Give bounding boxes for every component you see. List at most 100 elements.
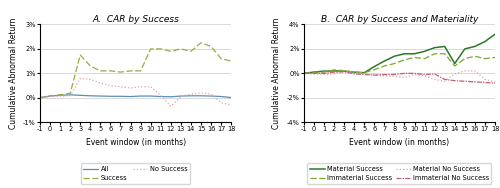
No Success: [118, 86, 124, 88]
Material No Success: [351, 71, 357, 73]
Material Success: [361, 72, 367, 74]
All: [47, 95, 53, 97]
Immaterial No Success: [412, 72, 418, 74]
Immaterial Success: [442, 53, 448, 55]
X-axis label: Event window (in months): Event window (in months): [86, 138, 186, 147]
Immaterial Success: [492, 56, 498, 59]
Material Success: [341, 70, 347, 72]
No Success: [57, 95, 63, 97]
All: [178, 95, 184, 97]
Title: B.  CAR by Success and Materiality: B. CAR by Success and Materiality: [320, 15, 478, 24]
No Success: [77, 77, 83, 79]
Immaterial Success: [452, 65, 458, 67]
Line: Material Success: Material Success: [304, 34, 495, 73]
Material Success: [311, 71, 317, 73]
Immaterial Success: [462, 58, 468, 60]
All: [138, 95, 143, 97]
Success: [118, 71, 124, 73]
Line: Immaterial Success: Immaterial Success: [304, 54, 495, 73]
Success: [108, 70, 114, 72]
Material No Success: [472, 70, 478, 72]
Immaterial Success: [482, 58, 488, 60]
Material Success: [412, 53, 418, 55]
Success: [37, 97, 43, 99]
No Success: [88, 78, 94, 81]
Immaterial No Success: [472, 81, 478, 83]
Material No Success: [422, 75, 428, 77]
Immaterial No Success: [452, 80, 458, 82]
Material No Success: [382, 75, 388, 77]
Legend: Material Success, Immaterial Success, Material No Success, Immaterial No Success: Material Success, Immaterial Success, Ma…: [308, 163, 492, 184]
Material Success: [432, 46, 438, 49]
Material Success: [472, 45, 478, 48]
All: [108, 95, 114, 97]
Immaterial No Success: [341, 71, 347, 73]
Success: [88, 65, 94, 67]
Material Success: [351, 71, 357, 73]
Legend: All, Success, No Success: All, Success, No Success: [80, 163, 190, 184]
No Success: [108, 84, 114, 87]
Immaterial No Success: [382, 73, 388, 76]
Immaterial No Success: [321, 72, 327, 74]
Success: [218, 58, 224, 60]
All: [228, 96, 234, 99]
Immaterial No Success: [361, 73, 367, 76]
Title: A.  CAR by Success: A. CAR by Success: [92, 15, 179, 24]
Material Success: [321, 70, 327, 72]
Immaterial No Success: [392, 73, 398, 76]
Immaterial No Success: [482, 81, 488, 84]
Success: [57, 94, 63, 96]
Success: [158, 48, 164, 50]
All: [77, 94, 83, 96]
Line: No Success: No Success: [40, 78, 231, 106]
All: [208, 95, 214, 97]
Success: [148, 48, 154, 50]
Material Success: [301, 72, 307, 74]
No Success: [138, 86, 143, 88]
Immaterial No Success: [442, 78, 448, 80]
Material Success: [422, 50, 428, 52]
Material Success: [402, 53, 407, 55]
Material No Success: [462, 70, 468, 72]
Success: [198, 42, 204, 44]
Immaterial No Success: [492, 82, 498, 84]
All: [57, 94, 63, 96]
Y-axis label: Cumulative Abnormal Return: Cumulative Abnormal Return: [8, 18, 18, 129]
All: [118, 95, 124, 97]
Material No Success: [341, 70, 347, 72]
Immaterial Success: [351, 71, 357, 73]
Material Success: [462, 48, 468, 50]
Material No Success: [321, 73, 327, 75]
Material Success: [442, 45, 448, 48]
Immaterial No Success: [402, 72, 407, 74]
Immaterial No Success: [301, 72, 307, 74]
Immaterial No Success: [372, 74, 378, 76]
Material No Success: [392, 75, 398, 77]
Immaterial Success: [382, 65, 388, 67]
Immaterial No Success: [422, 73, 428, 76]
Success: [47, 95, 53, 97]
Material No Success: [432, 78, 438, 80]
All: [158, 96, 164, 98]
Material Success: [492, 33, 498, 35]
Success: [138, 70, 143, 72]
Immaterial No Success: [311, 72, 317, 74]
Material No Success: [452, 73, 458, 75]
All: [148, 95, 154, 97]
All: [88, 95, 94, 97]
Immaterial Success: [422, 58, 428, 60]
No Success: [148, 86, 154, 88]
No Success: [228, 104, 234, 106]
X-axis label: Event window (in months): Event window (in months): [350, 138, 450, 147]
Immaterial Success: [361, 72, 367, 74]
No Success: [128, 87, 134, 89]
No Success: [98, 82, 103, 84]
Material No Success: [361, 72, 367, 75]
All: [98, 95, 103, 97]
Material Success: [392, 55, 398, 57]
No Success: [67, 95, 73, 97]
Material No Success: [442, 80, 448, 82]
Material No Success: [492, 81, 498, 83]
Immaterial Success: [301, 72, 307, 74]
All: [198, 95, 204, 97]
